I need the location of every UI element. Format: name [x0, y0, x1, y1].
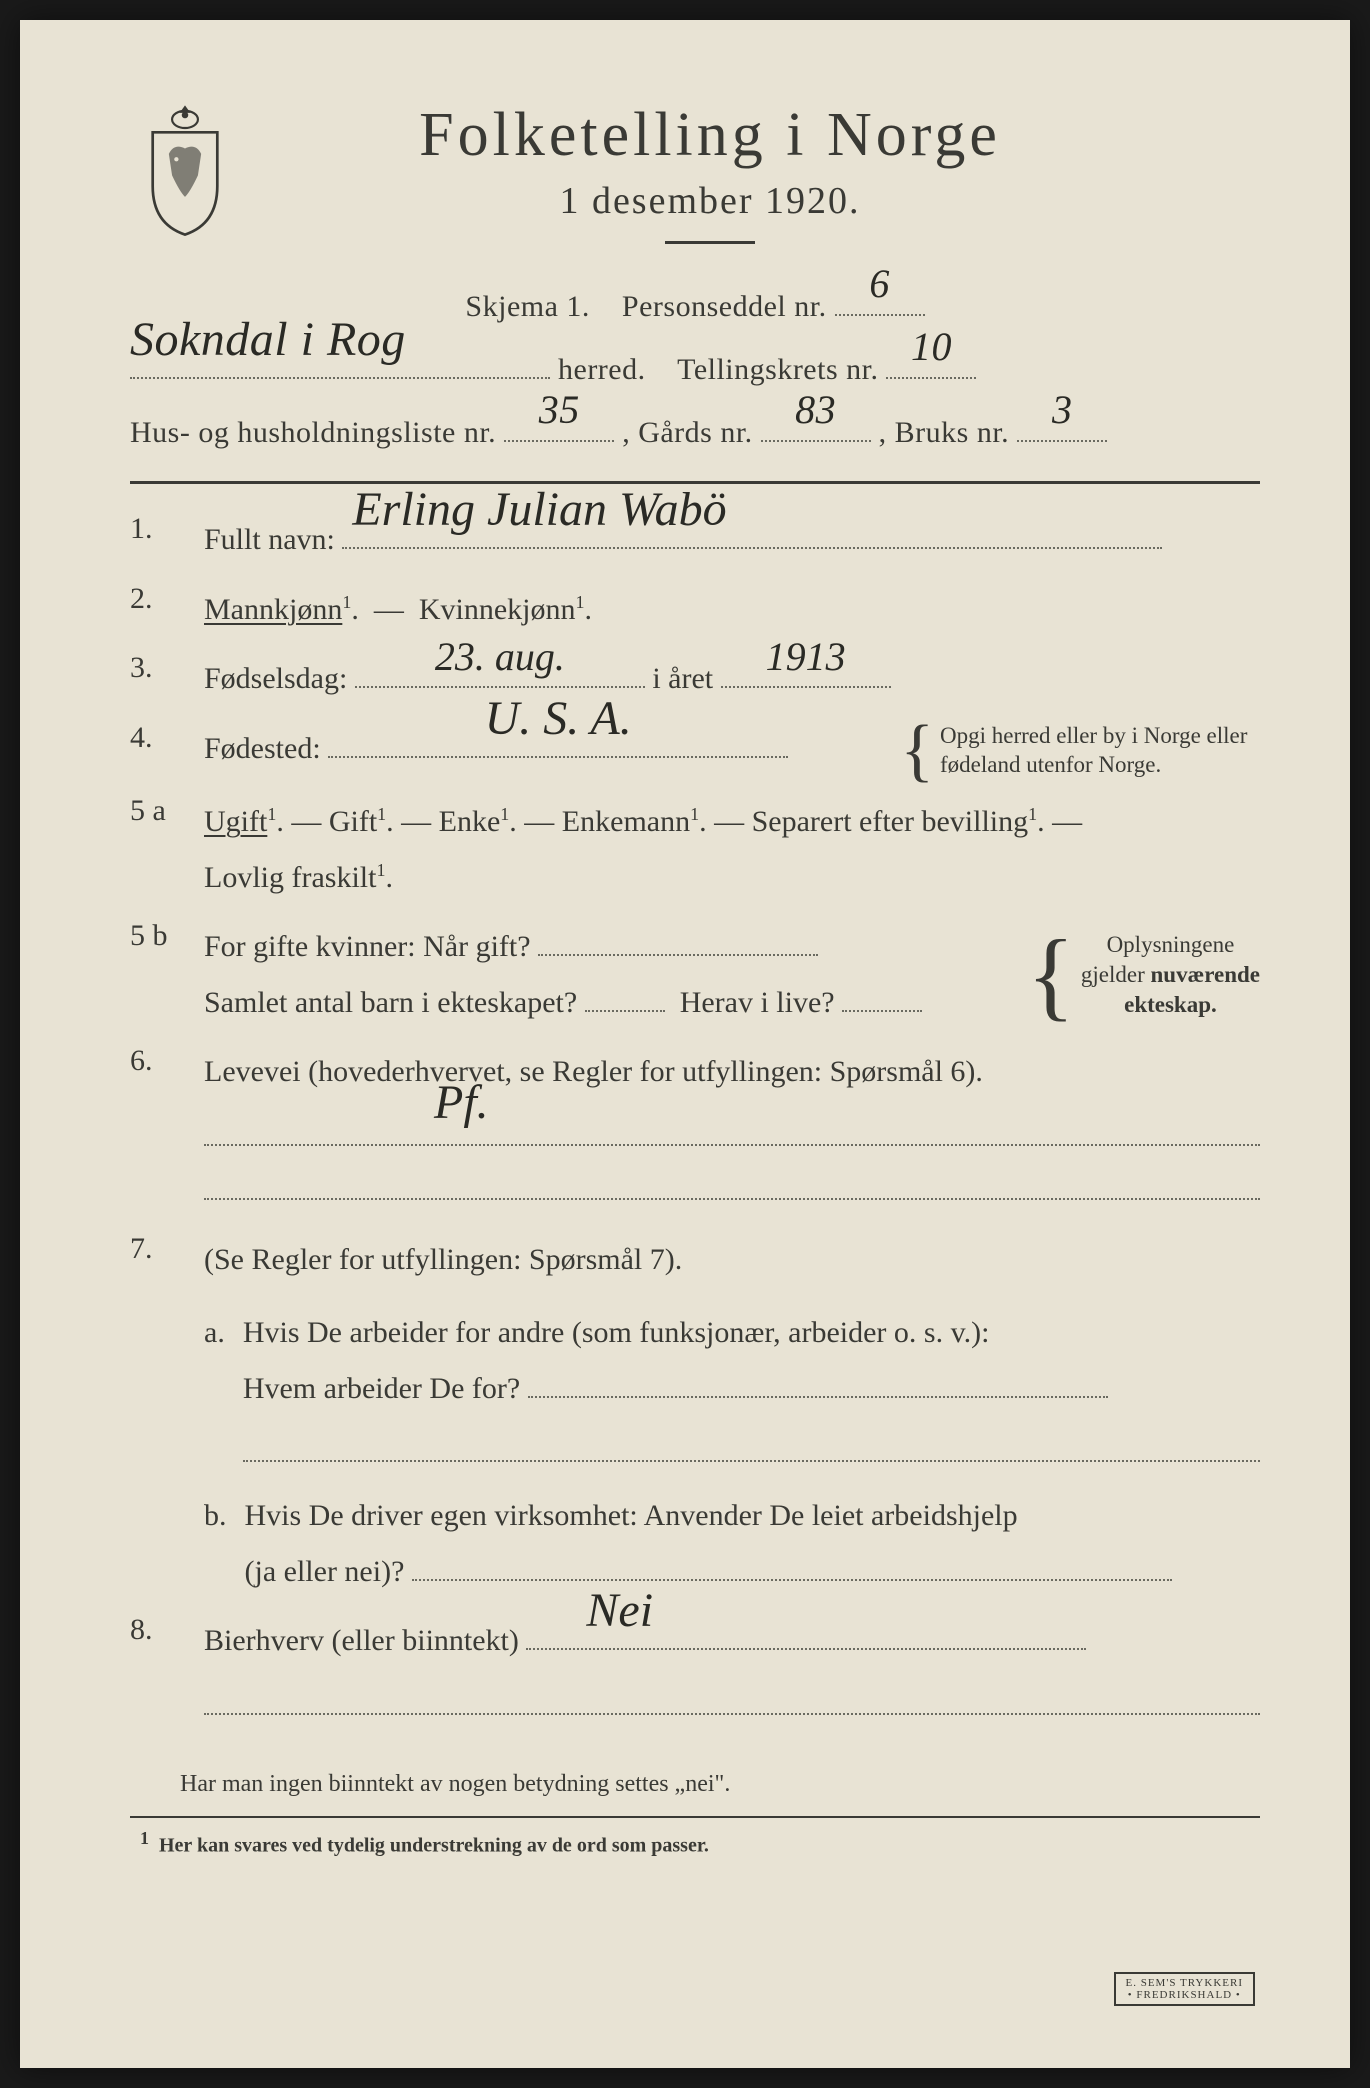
- q4-num: 4.: [130, 721, 184, 781]
- q7b-label: b.: [204, 1488, 227, 1599]
- gards-nr: 83: [795, 372, 836, 448]
- q2-male: Mannkjønn: [204, 593, 342, 626]
- q6-label: Levevei (hovederhvervet, se Regler for u…: [204, 1055, 983, 1088]
- q5a: 5 a Ugift1. — Gift1. — Enke1. — Enkemann…: [130, 794, 1260, 905]
- q5b-line2a: Samlet antal barn i ekteskapet?: [204, 986, 577, 1019]
- q4-note: { Opgi herred eller by i Norge eller fød…: [900, 721, 1260, 781]
- q3-year: 1913: [766, 620, 846, 694]
- q7: 7. (Se Regler for utfyllingen: Spørsmål …: [130, 1232, 1260, 1600]
- q4-note-text: Opgi herred eller by i Norge eller fødel…: [940, 721, 1260, 781]
- q3-label: Fødselsdag:: [204, 662, 347, 695]
- q6: 6. Levevei (hovederhvervet, se Regler fo…: [130, 1044, 1260, 1218]
- husliste-nr: 35: [539, 372, 580, 448]
- skjema-label: Skjema 1.: [465, 290, 590, 323]
- q5a-gift: Gift: [329, 805, 377, 838]
- q4-label: Fødested:: [204, 732, 321, 765]
- q5b-line1: For gifte kvinner: Når gift?: [204, 930, 531, 963]
- tellingskrets-label: Tellingskrets nr.: [677, 353, 878, 386]
- main-title: Folketelling i Norge: [270, 100, 1150, 171]
- q1-value: Erling Julian Wabö: [352, 466, 726, 555]
- q2: 2. Mannkjønn1. — Kvinnekjønn1.: [130, 582, 1260, 638]
- personseddel-nr: 6: [869, 246, 890, 322]
- title-underline: [665, 241, 755, 244]
- q7b-text2: (ja eller nei)?: [245, 1555, 405, 1588]
- title-block: Folketelling i Norge 1 desember 1920.: [270, 100, 1260, 268]
- q5a-enke: Enke: [439, 805, 501, 838]
- q1-label: Fullt navn:: [204, 523, 335, 556]
- footnote-text: Her kan svares ved tydelig understreknin…: [159, 1834, 709, 1856]
- q5a-fraskilt: Lovlig fraskilt: [204, 861, 376, 894]
- bruks-label: , Bruks nr.: [879, 416, 1010, 449]
- q8-value: Nei: [586, 1567, 653, 1656]
- q6-num: 6.: [130, 1044, 184, 1218]
- q5a-num: 5 a: [130, 794, 184, 905]
- q1-num: 1.: [130, 512, 184, 568]
- q5b-line2b: Herav i live?: [680, 986, 835, 1019]
- q1: 1. Fullt navn: Erling Julian Wabö: [130, 512, 1260, 568]
- bruks-nr: 3: [1052, 372, 1073, 448]
- header-row: Folketelling i Norge 1 desember 1920.: [130, 100, 1260, 268]
- q5b: 5 b For gifte kvinner: Når gift? Samlet …: [130, 919, 1260, 1030]
- husliste-label: Hus- og husholdningsliste nr.: [130, 416, 496, 449]
- q8: 8. Bierhverv (eller biinntekt) Nei: [130, 1613, 1260, 1733]
- q7a-label: a.: [204, 1305, 225, 1480]
- herred-name: Sokndal i Rog: [130, 294, 406, 385]
- q6-value: Pf.: [434, 1059, 489, 1148]
- q3-num: 3.: [130, 651, 184, 707]
- q7a-text1: Hvis De arbeider for andre (som funksjon…: [243, 1316, 990, 1349]
- q5a-separert: Separert efter bevilling: [752, 805, 1029, 838]
- q2-num: 2.: [130, 582, 184, 638]
- subtitle: 1 desember 1920.: [270, 179, 1150, 223]
- husliste-line: Hus- og husholdningsliste nr. 35 , Gårds…: [130, 404, 1260, 461]
- herred-line: Sokndal i Rog herred. Tellingskrets nr. …: [130, 341, 1260, 398]
- footnote: 1 Her kan svares ved tydelig understrekn…: [130, 1816, 1260, 1858]
- printer-stamp: E. SEM'S TRYKKERI • FREDRIKSHALD •: [1114, 1972, 1256, 2006]
- q7-num: 7.: [130, 1232, 184, 1600]
- q7b-text1: Hvis De driver egen virksomhet: Anvender…: [245, 1499, 1018, 1532]
- gards-label: , Gårds nr.: [622, 416, 752, 449]
- q5a-ugift: Ugift: [204, 805, 267, 838]
- q7a-text2: Hvem arbeider De for?: [243, 1372, 520, 1405]
- q3-year-label: i året: [652, 662, 713, 695]
- q7-label: (Se Regler for utfyllingen: Spørsmål 7).: [204, 1243, 682, 1276]
- q8-num: 8.: [130, 1613, 184, 1733]
- q3: 3. Fødselsdag: 23. aug. i året 1913: [130, 651, 1260, 707]
- census-form: Folketelling i Norge 1 desember 1920. Sk…: [20, 20, 1350, 2068]
- footer-note: Har man ingen biinntekt av nogen betydni…: [130, 1763, 1260, 1798]
- tellingskrets-nr: 10: [911, 309, 952, 385]
- q8-label: Bierhverv (eller biinntekt): [204, 1624, 519, 1657]
- q5b-note: { Oplysningene gjelder nuværende ekteska…: [1027, 930, 1260, 1020]
- personseddel-label: Personseddel nr.: [622, 290, 827, 323]
- q5b-num: 5 b: [130, 919, 184, 1030]
- q4-value: U. S. A.: [485, 675, 632, 764]
- coat-of-arms-icon: [130, 100, 240, 240]
- q5a-enkemann: Enkemann: [562, 805, 690, 838]
- q4: 4. Fødested: U. S. A. { Opgi herred elle…: [130, 721, 1260, 781]
